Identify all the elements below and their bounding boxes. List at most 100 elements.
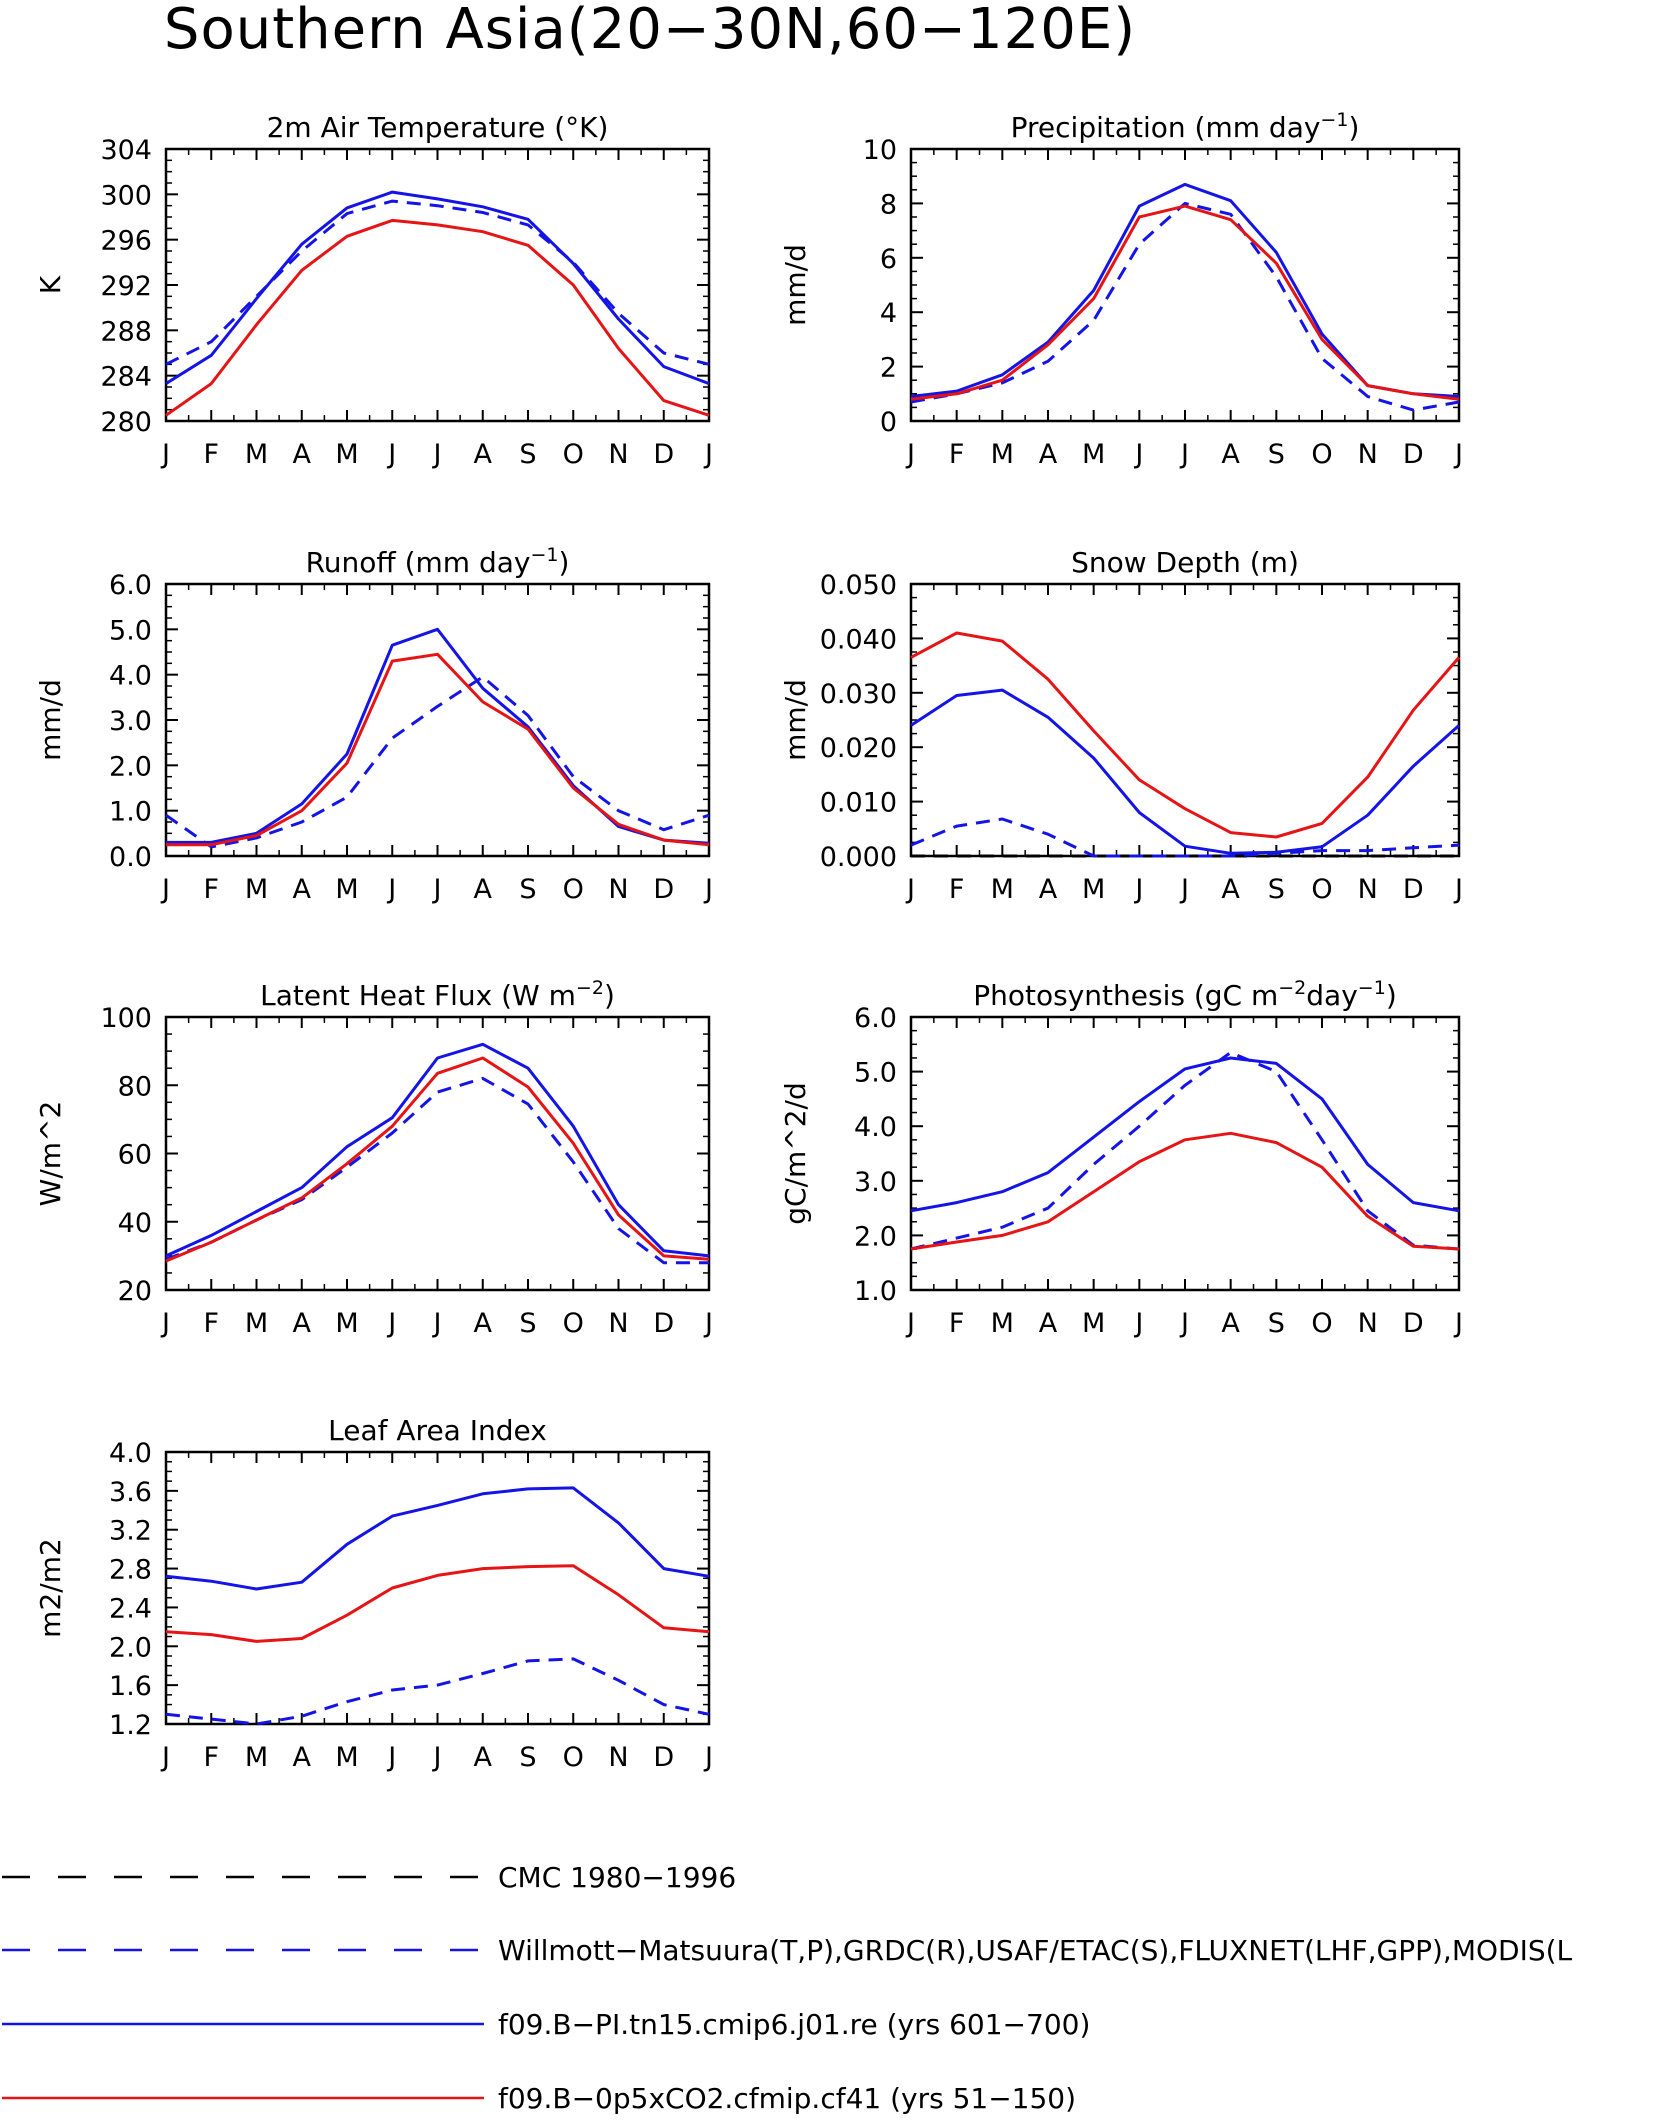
x-tick-label: O bbox=[563, 1742, 584, 1773]
x-tick-label: M bbox=[991, 1308, 1014, 1339]
x-tick-label: F bbox=[203, 1742, 219, 1773]
x-tick-label: A bbox=[474, 1308, 493, 1339]
x-tick-label: J bbox=[386, 1742, 396, 1773]
y-tick-label: 5.0 bbox=[854, 1058, 897, 1089]
y-axis-label: mm/d bbox=[779, 679, 812, 761]
y-tick-label: 3.0 bbox=[854, 1167, 897, 1198]
x-tick-label: A bbox=[1039, 874, 1058, 905]
x-tick-label: A bbox=[1221, 439, 1240, 470]
series-line-co2 bbox=[910, 631, 1461, 839]
panel-title: Latent Heat Flux (W m−2) bbox=[260, 977, 615, 1012]
x-tick-label: M bbox=[335, 439, 358, 470]
y-tick-label: 20 bbox=[118, 1276, 152, 1307]
x-tick-label: N bbox=[1358, 1308, 1378, 1339]
series-line-obs_blue_dash bbox=[910, 201, 1460, 412]
y-tick-label: 296 bbox=[100, 226, 152, 257]
x-tick-label: J bbox=[386, 1308, 396, 1339]
x-tick-label: A bbox=[293, 439, 312, 470]
y-tick-label: 300 bbox=[100, 180, 152, 211]
y-tick-label: 0.0 bbox=[109, 842, 152, 873]
y-tick-label: 3.0 bbox=[109, 706, 152, 737]
panel-title: Precipitation (mm day−1) bbox=[1011, 109, 1360, 144]
x-tick-label: S bbox=[519, 874, 536, 905]
x-tick-label: F bbox=[203, 1308, 219, 1339]
series-line-pi bbox=[910, 688, 1460, 855]
x-tick-label: M bbox=[1082, 1308, 1105, 1339]
x-tick-label: J bbox=[1179, 874, 1189, 905]
x-tick-label: A bbox=[474, 874, 493, 905]
y-tick-label: 3.6 bbox=[109, 1477, 152, 1508]
series-line-co2 bbox=[166, 652, 710, 847]
x-tick-label: J bbox=[432, 1308, 442, 1339]
y-axis-label: K bbox=[34, 275, 67, 294]
y-axis-label: gC/m^2/d bbox=[779, 1082, 812, 1225]
x-tick-label: D bbox=[653, 1308, 674, 1339]
plot-frame bbox=[909, 582, 1461, 858]
chart-panel-3: J F M A M J J A S O N D J0.01.02.03.04.05.06.0Runoff… bbox=[34, 544, 713, 905]
series-line-co2 bbox=[910, 1131, 1460, 1251]
x-tick-label: J bbox=[386, 439, 396, 470]
y-tick-label: 304 bbox=[100, 135, 152, 166]
x-tick-label: J bbox=[386, 874, 396, 905]
y-tick-label: 1.0 bbox=[109, 797, 152, 828]
x-tick-label: J bbox=[432, 1742, 442, 1773]
y-tick-label: 6.0 bbox=[854, 1003, 897, 1034]
x-tick-label: F bbox=[949, 439, 965, 470]
y-tick-label: 280 bbox=[100, 407, 152, 438]
x-tick-label: F bbox=[949, 874, 965, 905]
x-tick-label: M bbox=[335, 1308, 358, 1339]
series-line-pi bbox=[165, 1486, 710, 1591]
x-tick-label: A bbox=[1221, 874, 1240, 905]
series-line-obs_blue_dash bbox=[910, 817, 1460, 858]
x-tick-label: M bbox=[245, 1308, 268, 1339]
legend-label-2: Willmott−Matsuura(T,P),GRDC(R),USAF/ETAC… bbox=[498, 1934, 1573, 1967]
x-tick-label: J bbox=[703, 1308, 713, 1339]
x-tick-label: D bbox=[653, 874, 674, 905]
y-tick-label: 292 bbox=[100, 271, 152, 302]
series-line-pi bbox=[165, 190, 710, 386]
y-tick-label: 288 bbox=[100, 316, 152, 347]
x-tick-label: M bbox=[991, 439, 1014, 470]
x-tick-label: N bbox=[608, 1308, 628, 1339]
series-line-co2 bbox=[165, 218, 710, 417]
x-tick-label: J bbox=[1453, 874, 1463, 905]
x-tick-label: S bbox=[1268, 439, 1285, 470]
x-tick-label: F bbox=[949, 1308, 965, 1339]
x-tick-label: J bbox=[160, 439, 170, 470]
y-tick-label: 0.050 bbox=[820, 570, 897, 601]
x-tick-label: J bbox=[905, 439, 915, 470]
legend-label-3: f09.B−PI.tn15.cmip6.j01.re (yrs 601−700) bbox=[498, 2008, 1090, 2041]
panel-title: Snow Depth (m) bbox=[1071, 546, 1299, 579]
y-tick-label: 1.6 bbox=[109, 1671, 152, 1702]
x-tick-label: A bbox=[1039, 439, 1058, 470]
x-tick-label: J bbox=[1179, 439, 1189, 470]
plot-frame bbox=[909, 147, 1461, 423]
legend-label-4: f09.B−0p5xCO2.cfmip.cf41 (yrs 51−150) bbox=[498, 2082, 1076, 2115]
series-line-co2 bbox=[910, 204, 1460, 401]
series-line-pi bbox=[166, 627, 710, 845]
x-tick-label: D bbox=[1403, 1308, 1424, 1339]
x-tick-label: N bbox=[608, 1742, 628, 1773]
x-tick-label: N bbox=[1358, 439, 1378, 470]
y-tick-label: 2.4 bbox=[109, 1593, 152, 1624]
chart-panel-6: J F M A M J J A S O N D J1.02.03.04.05.06.0Photosynt… bbox=[779, 977, 1463, 1339]
x-tick-label: O bbox=[1311, 439, 1332, 470]
x-tick-label: O bbox=[563, 439, 584, 470]
y-tick-label: 100 bbox=[100, 1003, 152, 1034]
x-tick-label: O bbox=[563, 1308, 584, 1339]
x-tick-label: S bbox=[519, 1742, 536, 1773]
x-tick-label: J bbox=[1133, 439, 1143, 470]
x-tick-label: J bbox=[905, 1308, 915, 1339]
series-line-obs_blue_dash bbox=[165, 1076, 709, 1265]
series-line-pi bbox=[910, 182, 1460, 398]
x-tick-label: A bbox=[293, 874, 312, 905]
x-tick-label: S bbox=[519, 439, 536, 470]
y-tick-label: 10 bbox=[863, 135, 897, 166]
x-tick-label: F bbox=[203, 439, 219, 470]
y-tick-label: 0.010 bbox=[820, 788, 897, 819]
x-tick-label: J bbox=[1133, 1308, 1143, 1339]
x-tick-label: D bbox=[653, 439, 674, 470]
x-tick-label: A bbox=[1221, 1308, 1240, 1339]
